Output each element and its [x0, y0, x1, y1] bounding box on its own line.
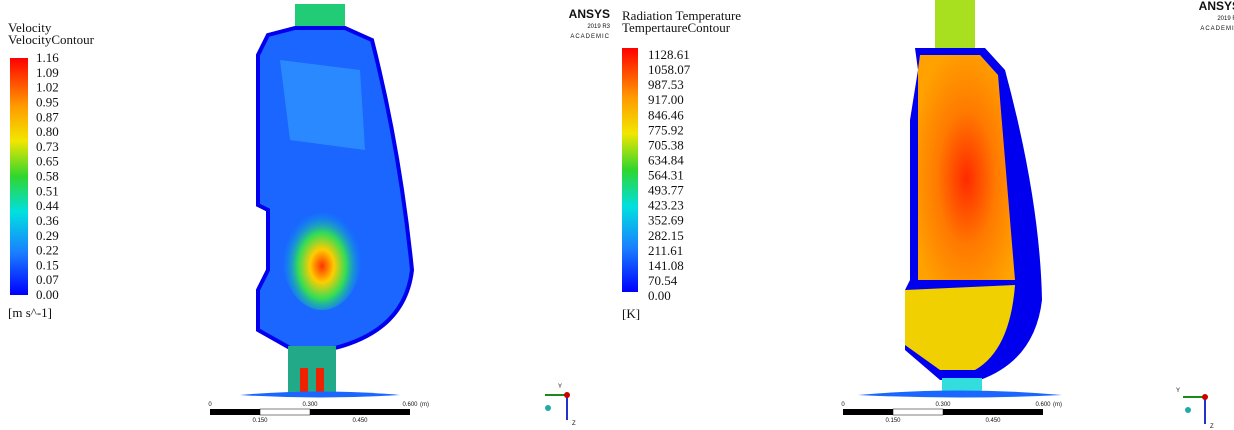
legend-level: 0.07 — [36, 272, 59, 287]
legend-level: 0.73 — [36, 139, 59, 154]
scale-label: 0.150 — [885, 418, 901, 424]
scale-unit: (m) — [420, 402, 429, 408]
logo-edition: ACADEMIC — [570, 34, 610, 40]
legend-level: 352.69 — [648, 213, 684, 228]
legend-level: 917.00 — [648, 92, 684, 107]
legend-level: 0.00 — [648, 288, 671, 303]
logo-version: 2019 R3 — [1217, 16, 1234, 22]
legend-level: 0.95 — [36, 94, 59, 109]
legend-level: 0.80 — [36, 124, 59, 139]
scale-label: 0.450 — [352, 418, 368, 424]
legend-level: 0.51 — [36, 183, 59, 198]
legend-level: 705.38 — [648, 137, 684, 152]
axis-triad — [545, 392, 1208, 424]
legend-level: 775.92 — [648, 122, 684, 137]
legend-level: 493.77 — [648, 183, 684, 198]
legend-level: 1.09 — [36, 65, 59, 80]
colorbar — [10, 58, 28, 295]
legend-level: 141.08 — [648, 258, 684, 273]
legend-title: Velocity — [8, 20, 52, 35]
legend-level: 0.29 — [36, 228, 59, 243]
triad-label: Y — [1176, 388, 1180, 394]
logo-brand: ANSYS — [1199, 0, 1234, 13]
velocity-contour — [240, 4, 415, 398]
triad-label: Z — [572, 421, 576, 427]
legend-level: 70.54 — [648, 273, 678, 288]
scale-bar-graphic — [210, 408, 1043, 416]
scale-unit: (m) — [1053, 402, 1062, 408]
scale-label: 0.300 — [935, 402, 951, 408]
legend-level: 1.02 — [36, 80, 59, 95]
triad-label: Z — [1210, 424, 1214, 430]
scale-label: 0 — [841, 402, 845, 408]
legend-level: 211.61 — [648, 243, 683, 258]
legend-level: 423.23 — [648, 198, 684, 213]
legend-subtitle: VelocityContour — [8, 32, 95, 47]
legend-title: Radiation Temperature — [622, 8, 741, 23]
legend-level: 0.58 — [36, 169, 59, 184]
legend-level: 564.31 — [648, 168, 684, 183]
scale-label: 0.600 — [402, 402, 418, 408]
colorbar — [622, 48, 638, 292]
legend-level: 1.16 — [36, 50, 59, 65]
legend-level: 0.44 — [36, 198, 59, 213]
legend-level: 1058.07 — [648, 62, 691, 77]
legend-level: 0.15 — [36, 257, 59, 272]
legend-level: 282.15 — [648, 228, 684, 243]
legend-level: 0.22 — [36, 243, 59, 258]
legend-unit: [K] — [622, 306, 640, 321]
triad-label: Y — [558, 384, 562, 390]
logo-version: 2019 R3 — [587, 24, 610, 30]
temperature-contour — [858, 0, 1062, 398]
legend-level: 0.00 — [36, 287, 59, 302]
legend-level: 0.65 — [36, 154, 59, 169]
logo-edition: ACADEMIC — [1200, 26, 1234, 32]
legend-subtitle: TempertaureContour — [622, 20, 731, 35]
legend-level: 987.53 — [648, 77, 684, 92]
legend-level: 0.36 — [36, 213, 59, 228]
scale-label: 0.300 — [302, 402, 318, 408]
scale-label: 0.600 — [1035, 402, 1051, 408]
legend-unit: [m s^-1] — [8, 305, 52, 320]
scale-label: 0.150 — [252, 418, 268, 424]
legend-level: 846.46 — [648, 107, 684, 122]
scale-label: 0.450 — [985, 418, 1001, 424]
logo-brand: ANSYS — [569, 7, 610, 21]
scale-label: 0 — [208, 402, 212, 408]
legend-level: 0.87 — [36, 109, 59, 124]
legend-level: 634.84 — [648, 152, 684, 167]
legend-level: 1128.61 — [648, 47, 690, 62]
